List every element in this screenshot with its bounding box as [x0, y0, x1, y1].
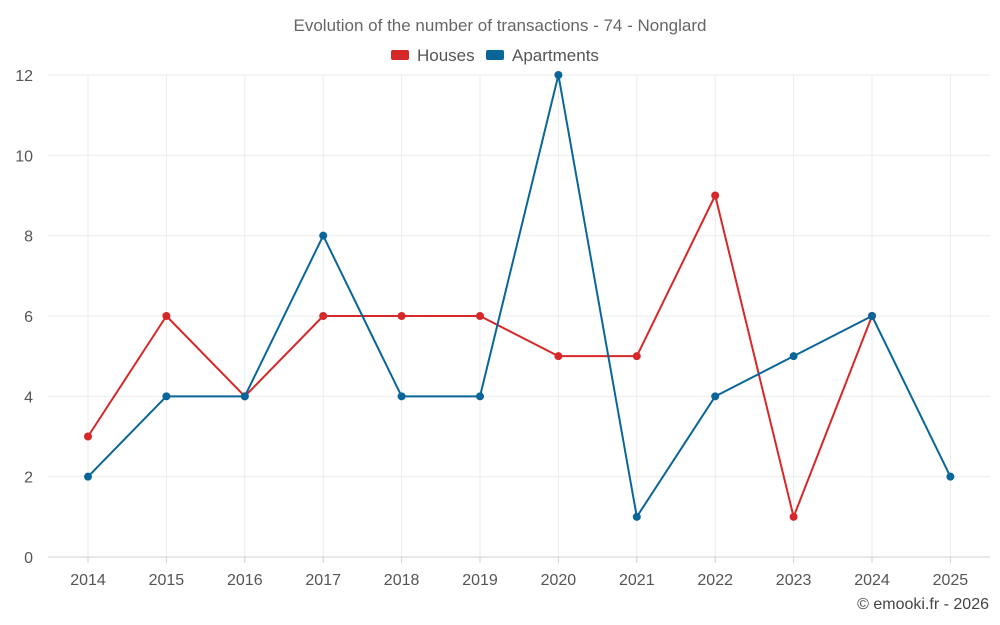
series-line-apartments [87, 74, 952, 518]
x-tick-label: 2017 [305, 572, 341, 589]
x-tick-label: 2015 [149, 572, 185, 589]
x-axis: 2014 2015 2016 2017 2018 2019 2020 2021 2022 2023… [70, 557, 968, 589]
legend-item-houses[interactable]: Houses [391, 46, 475, 65]
y-tick-label: 10 [15, 148, 33, 165]
series-layer [84, 71, 955, 521]
y-tick-label: 12 [15, 68, 33, 85]
x-tick-label: 2022 [697, 572, 733, 589]
x-tick-label: 2025 [933, 572, 969, 589]
point-apartments-2020[interactable] [554, 71, 563, 79]
point-houses-2015[interactable] [162, 312, 171, 320]
point-apartments-2018[interactable] [397, 392, 406, 401]
y-tick-label: 2 [24, 470, 33, 487]
legend-label-houses: Houses [417, 46, 475, 65]
point-apartments-2019[interactable] [476, 392, 484, 401]
y-tick-label: 4 [24, 389, 33, 406]
point-houses-2022[interactable] [711, 191, 720, 200]
x-tick-label: 2024 [854, 572, 890, 589]
grid [48, 74, 990, 557]
x-tick-label: 2014 [70, 572, 106, 589]
y-tick-label: 0 [24, 550, 33, 567]
point-apartments-2015[interactable] [162, 392, 171, 401]
point-houses-2014[interactable] [84, 432, 92, 441]
series-houses [84, 191, 876, 521]
legend: Houses Apartments [391, 46, 599, 65]
x-tick-label: 2023 [776, 572, 812, 589]
x-tick-label: 2019 [462, 572, 498, 589]
legend-item-apartments[interactable]: Apartments [486, 46, 599, 65]
point-apartments-2016[interactable] [240, 392, 249, 401]
x-tick-label: 2018 [384, 572, 420, 589]
point-houses-2020[interactable] [554, 352, 563, 361]
x-tick-label: 2020 [541, 572, 577, 589]
point-apartments-2017[interactable] [319, 231, 328, 240]
series-apartments [84, 71, 955, 521]
point-apartments-2022[interactable] [711, 392, 720, 401]
point-houses-2017[interactable] [319, 312, 328, 320]
point-houses-2019[interactable] [476, 312, 484, 320]
point-apartments-2023[interactable] [789, 352, 798, 361]
y-axis: 0 2 4 6 8 10 12 [15, 68, 33, 567]
point-apartments-2021[interactable] [632, 512, 641, 521]
point-houses-2018[interactable] [397, 312, 406, 320]
legend-label-apartments: Apartments [512, 46, 599, 65]
legend-swatch-houses [391, 50, 409, 60]
y-tick-label: 8 [24, 229, 33, 246]
point-apartments-2014[interactable] [84, 472, 92, 481]
credit-text: © emooki.fr - 2026 [857, 596, 989, 613]
y-tick-label: 6 [24, 309, 33, 326]
legend-swatch-apartments [486, 50, 504, 60]
point-apartments-2025[interactable] [946, 472, 955, 481]
point-houses-2023[interactable] [789, 512, 798, 521]
chart-title: Evolution of the number of transactions … [294, 16, 707, 35]
point-apartments-2024[interactable] [868, 312, 876, 320]
x-tick-label: 2016 [227, 572, 263, 589]
point-houses-2021[interactable] [632, 352, 641, 361]
x-tick-label: 2021 [619, 572, 655, 589]
